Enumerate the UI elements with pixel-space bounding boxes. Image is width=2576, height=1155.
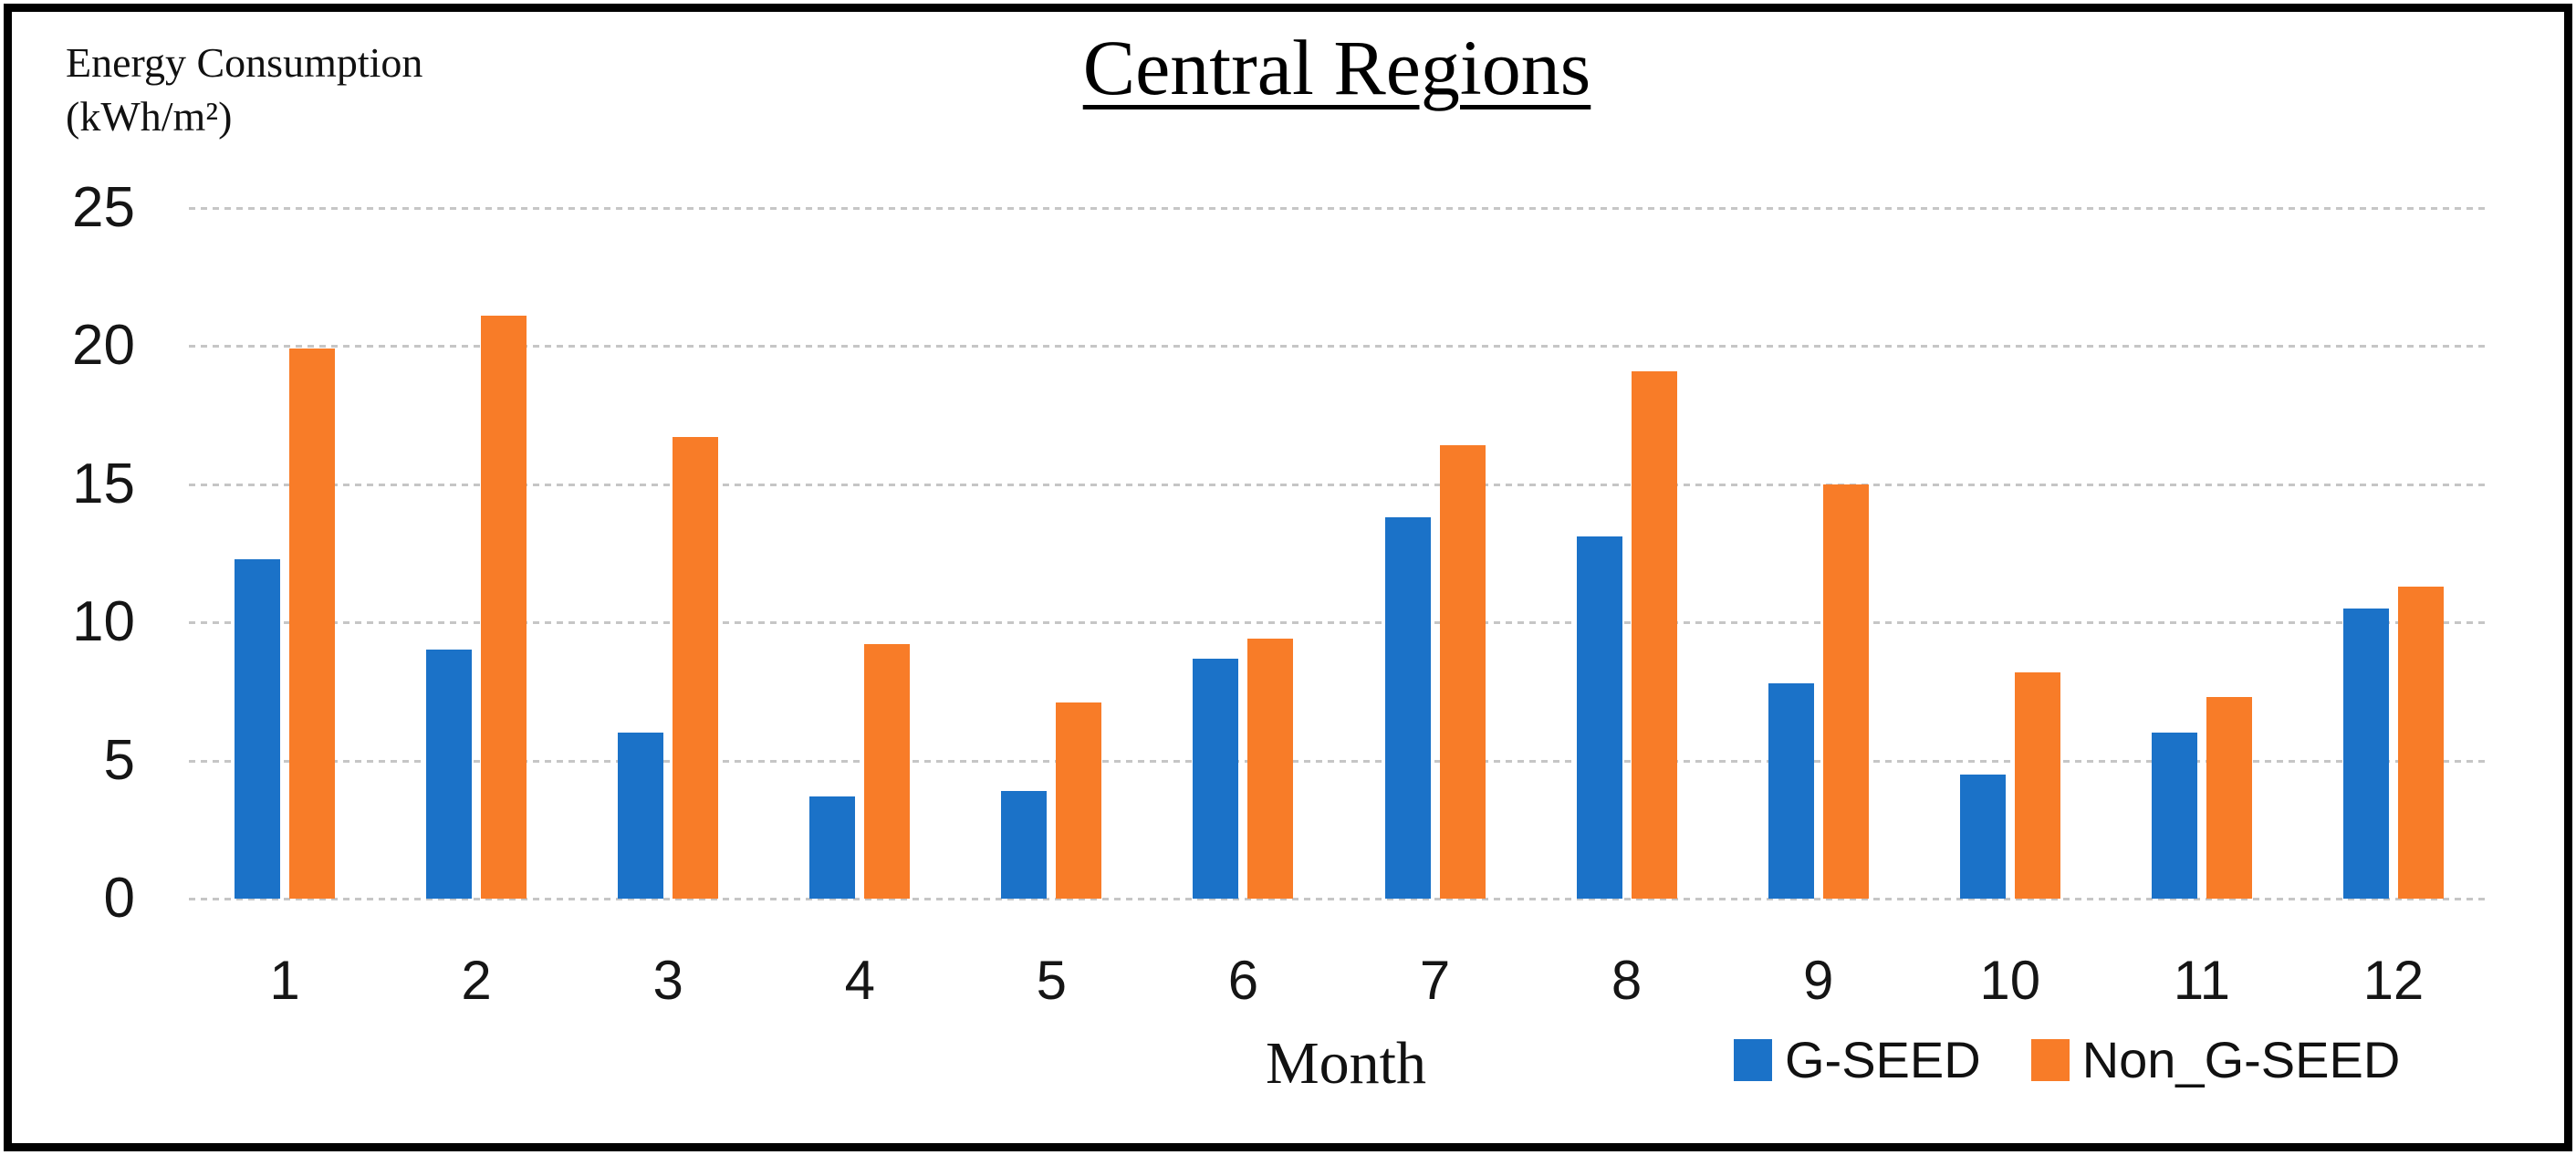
bar-g-seed-month-12 bbox=[2342, 609, 2389, 899]
non-gseed-legend-label: Non_G-SEED bbox=[2081, 1031, 2401, 1088]
y-axis-title-line1: Energy Consumption bbox=[66, 39, 423, 86]
gridline-5 bbox=[189, 759, 2489, 763]
bar-group-month-1 bbox=[189, 208, 381, 899]
bar-non-g-seed-month-10 bbox=[2014, 672, 2060, 899]
bar-g-seed-month-11 bbox=[2151, 733, 2197, 899]
y-tick-25: 25 bbox=[72, 176, 135, 239]
bar-non-g-seed-month-3 bbox=[673, 437, 719, 899]
bar-g-seed-month-8 bbox=[1576, 536, 1622, 899]
bar-g-seed-month-3 bbox=[618, 733, 664, 899]
gridline-0 bbox=[189, 898, 2489, 900]
bar-g-seed-month-9 bbox=[1768, 683, 1814, 899]
x-tick-10: 10 bbox=[1979, 950, 2041, 1011]
bar-non-g-seed-month-11 bbox=[2206, 697, 2252, 899]
gridline-20 bbox=[189, 345, 2489, 349]
bar-g-seed-month-5 bbox=[1001, 791, 1048, 899]
x-tick-9: 9 bbox=[1803, 950, 1834, 1011]
gridline-25 bbox=[189, 207, 2489, 210]
bar-g-seed-month-6 bbox=[1193, 659, 1239, 899]
legend: G-SEED Non_G-SEED bbox=[1734, 1035, 2400, 1086]
bar-group-month-5 bbox=[955, 208, 1147, 899]
legend-item-gseed: G-SEED bbox=[1734, 1035, 1981, 1086]
y-tick-0: 0 bbox=[103, 867, 135, 930]
non-gseed-legend-swatch bbox=[2030, 1039, 2070, 1081]
bar-group-month-4 bbox=[764, 208, 955, 899]
bar-group-month-12 bbox=[2298, 208, 2489, 899]
gridline-15 bbox=[189, 483, 2489, 486]
bar-non-g-seed-month-8 bbox=[1631, 371, 1677, 899]
gseed-legend-swatch bbox=[1734, 1039, 1772, 1081]
chart-title: Central Regions bbox=[1082, 24, 1591, 111]
bar-g-seed-month-1 bbox=[235, 559, 281, 899]
bar-g-seed-month-10 bbox=[1959, 775, 2006, 899]
x-axis-title: Month bbox=[1265, 1030, 1427, 1097]
bar-g-seed-month-2 bbox=[426, 650, 473, 899]
bar-non-g-seed-month-6 bbox=[1247, 639, 1294, 899]
bar-non-g-seed-month-7 bbox=[1439, 445, 1486, 899]
y-axis-title-line2: (kWh/m²) bbox=[66, 92, 233, 140]
bar-group-month-6 bbox=[1147, 208, 1339, 899]
bar-non-g-seed-month-12 bbox=[2397, 587, 2444, 899]
bar-g-seed-month-7 bbox=[1384, 517, 1431, 899]
bar-g-seed-month-4 bbox=[809, 796, 856, 899]
bar-group-month-11 bbox=[2106, 208, 2298, 899]
x-tick-5: 5 bbox=[1036, 950, 1068, 1011]
gridline-10 bbox=[189, 621, 2489, 625]
bar-group-month-2 bbox=[381, 208, 572, 899]
bar-non-g-seed-month-1 bbox=[289, 349, 336, 899]
y-tick-20: 20 bbox=[72, 314, 135, 378]
bar-group-month-3 bbox=[572, 208, 764, 899]
x-tick-12: 12 bbox=[2362, 950, 2425, 1011]
bar-non-g-seed-month-5 bbox=[1056, 702, 1102, 899]
x-tick-8: 8 bbox=[1611, 950, 1643, 1011]
bar-group-month-7 bbox=[1340, 208, 1531, 899]
x-tick-7: 7 bbox=[1419, 950, 1451, 1011]
y-tick-15: 15 bbox=[72, 452, 135, 515]
y-tick-5: 5 bbox=[103, 728, 135, 792]
bar-non-g-seed-month-2 bbox=[481, 316, 527, 899]
legend-item-non-gseed: Non_G-SEED bbox=[2030, 1031, 2401, 1088]
y-tick-10: 10 bbox=[72, 590, 135, 654]
x-tick-1: 1 bbox=[269, 950, 300, 1011]
x-tick-2: 2 bbox=[461, 950, 492, 1011]
bar-group-month-8 bbox=[1531, 208, 1723, 899]
gseed-legend-label: G-SEED bbox=[1785, 1031, 1981, 1088]
bar-non-g-seed-month-4 bbox=[864, 644, 911, 899]
bar-group-month-9 bbox=[1723, 208, 1914, 899]
bar-group-month-10 bbox=[1914, 208, 2106, 899]
x-tick-4: 4 bbox=[844, 950, 875, 1011]
x-tick-6: 6 bbox=[1227, 950, 1259, 1011]
bar-non-g-seed-month-9 bbox=[1822, 484, 1869, 899]
x-tick-3: 3 bbox=[652, 950, 683, 1011]
x-tick-11: 11 bbox=[2173, 950, 2231, 1011]
y-axis-title: Energy Consumption (kWh/m²) bbox=[66, 36, 422, 144]
